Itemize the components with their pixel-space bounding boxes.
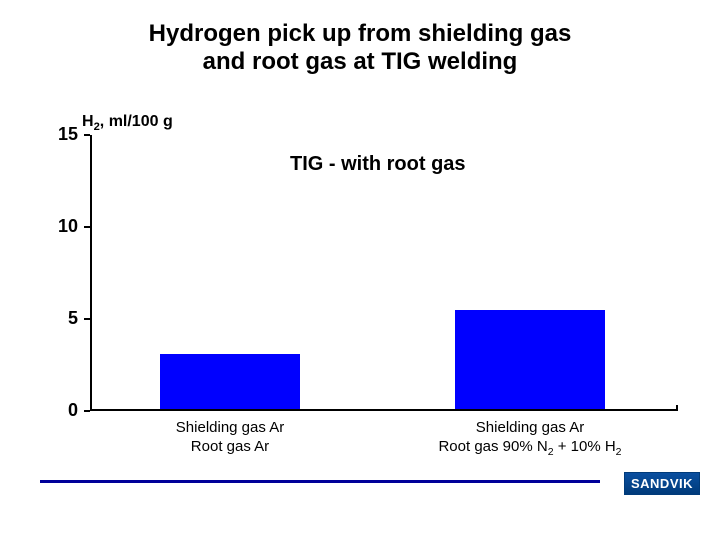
y-tick	[84, 134, 90, 136]
x-axis-line	[90, 409, 678, 411]
brand-logo: SANDVIK	[624, 472, 700, 495]
slide-title: Hydrogen pick up from shielding gas and …	[0, 20, 720, 75]
y-tick-label: 10	[38, 216, 78, 237]
y-tick-label: 15	[38, 124, 78, 145]
y-tick	[84, 318, 90, 320]
y-tick-label: 0	[38, 400, 78, 421]
y-tick-label: 5	[38, 308, 78, 329]
brand-logo-text: SANDVIK	[624, 472, 700, 495]
category-label-line1: Shielding gas Ar	[400, 419, 660, 438]
category-label: Shielding gas ArRoot gas Ar	[100, 419, 360, 457]
title-line-2: and root gas at TIG welding	[0, 48, 720, 76]
title-line-1: Hydrogen pick up from shielding gas	[0, 20, 720, 48]
y-axis-line	[90, 135, 92, 411]
slide: Hydrogen pick up from shielding gas and …	[0, 0, 720, 540]
y-axis-title: H2, ml/100 g	[82, 113, 173, 133]
category-label-line2: Root gas Ar	[100, 438, 360, 457]
y-tick	[84, 226, 90, 228]
category-label: Shielding gas ArRoot gas 90% N2 + 10% H2	[400, 419, 660, 459]
x-axis-right-stub	[676, 405, 678, 411]
category-label-line1: Shielding gas Ar	[100, 419, 360, 438]
bar	[455, 310, 605, 409]
bar	[160, 354, 300, 409]
category-label-line2: Root gas 90% N2 + 10% H2	[400, 438, 660, 459]
y-tick	[84, 410, 90, 412]
chart-area: 051015	[90, 135, 678, 411]
footer-rule	[40, 480, 600, 483]
